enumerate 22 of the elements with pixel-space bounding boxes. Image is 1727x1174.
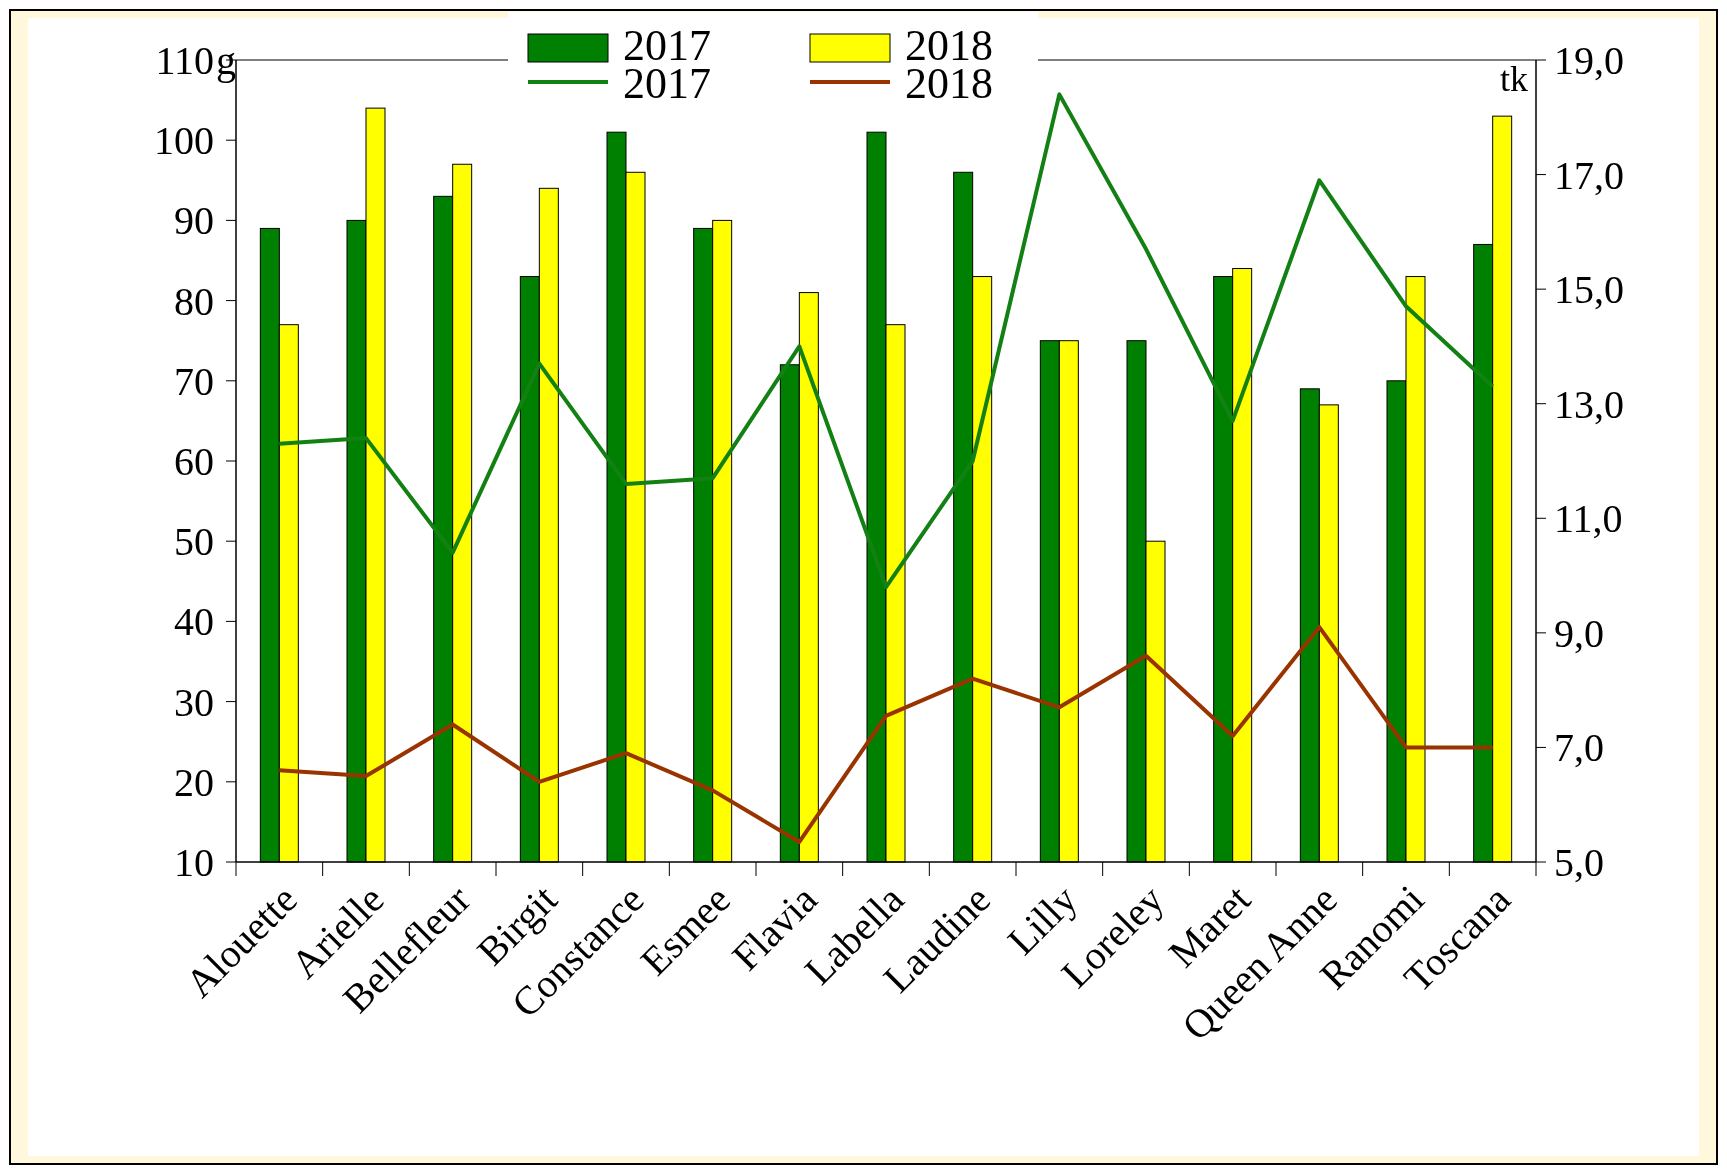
y2-tick-label: 9,0 xyxy=(1554,610,1604,656)
y-tick-label: 40 xyxy=(174,599,214,645)
y-tick-label: 50 xyxy=(174,519,214,565)
y2-tick-label: 5,0 xyxy=(1554,840,1604,885)
y-tick-label: 70 xyxy=(174,358,214,404)
y2-tick-label: 13,0 xyxy=(1554,381,1624,427)
y-tick-label: 30 xyxy=(174,679,214,725)
line-series xyxy=(277,625,1495,844)
y2-tick-label: 15,0 xyxy=(1554,267,1624,313)
y-tick-label: 110 xyxy=(155,38,214,83)
y2-tick-label: 17,0 xyxy=(1554,152,1624,198)
y2-tick-label: 11,0 xyxy=(1554,496,1623,542)
y-tick-label: 20 xyxy=(174,759,214,805)
y-tick-label: 90 xyxy=(174,198,214,244)
y-tick-label: 80 xyxy=(174,278,214,324)
y2-axis-title: tk xyxy=(1499,58,1528,99)
y2-tick-label: 19,0 xyxy=(1554,38,1624,83)
y-tick-label: 60 xyxy=(174,439,214,484)
y2-tick-label: 7,0 xyxy=(1554,725,1604,771)
y-tick-label: 10 xyxy=(174,840,214,885)
y-axis-title: g xyxy=(216,38,236,83)
y-tick-label: 100 xyxy=(154,118,214,164)
